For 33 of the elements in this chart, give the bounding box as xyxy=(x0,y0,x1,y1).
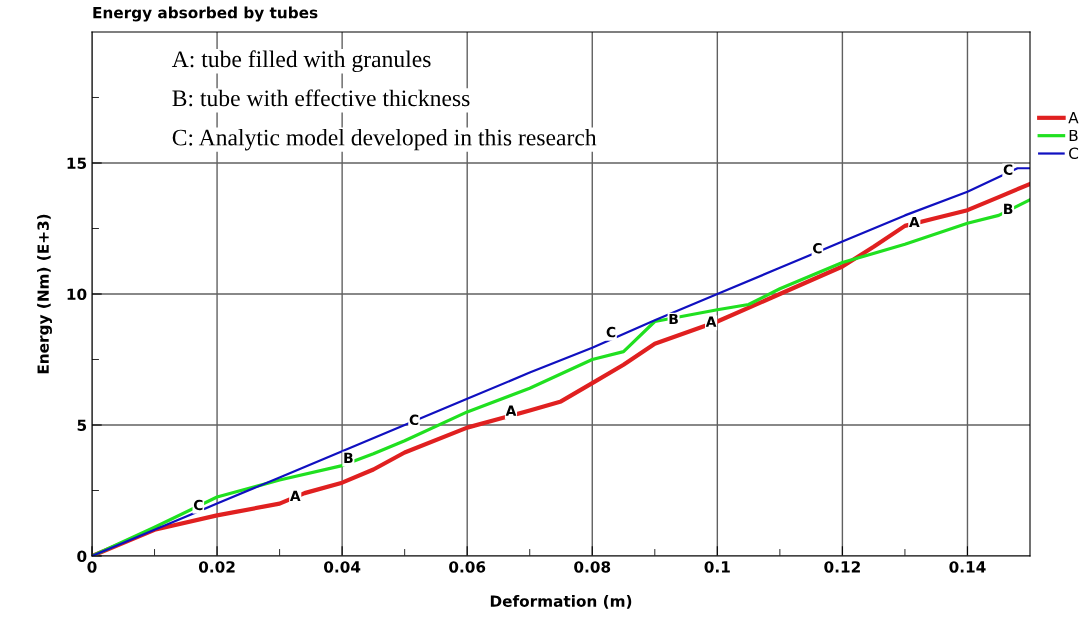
y-axis-title: Energy (Nm) (E+3) xyxy=(37,214,52,374)
legend-label: A xyxy=(1068,112,1079,124)
annotation: B xyxy=(344,452,353,463)
annotation: C xyxy=(1003,164,1013,175)
annotation: B: tube with effective thickness xyxy=(172,89,470,107)
chart-title: Energy absorbed by tubes xyxy=(93,6,318,22)
annotation: A xyxy=(289,490,301,501)
annotation: A: tube filled with granules xyxy=(171,50,431,73)
y-tick-label: 10 xyxy=(67,288,87,301)
x-tick-label: 0.02 xyxy=(198,561,235,573)
annotation: B xyxy=(1004,203,1013,214)
y-tick-label: 15 xyxy=(67,157,87,170)
x-tick-label: 0.14 xyxy=(949,561,986,573)
y-tick-label: 0 xyxy=(77,550,87,563)
x-axis-title: Deformation (m) xyxy=(490,595,632,609)
x-tick-label: 0.06 xyxy=(449,561,486,573)
x-tick-label: 0.12 xyxy=(824,561,860,573)
x-tick-label: 0 xyxy=(87,561,97,573)
x-tick-label: 0.1 xyxy=(704,561,730,573)
annotation: A xyxy=(505,405,517,416)
legend-label: B xyxy=(1069,129,1078,142)
annotation: B xyxy=(669,313,678,325)
legend-label: C xyxy=(1069,147,1079,160)
x-tick-label: 0.04 xyxy=(324,561,361,573)
annotation: A xyxy=(909,216,920,228)
x-tick-label: 0.08 xyxy=(574,561,611,573)
y-tick-label: 5 xyxy=(77,419,87,432)
annotation: C xyxy=(409,414,419,426)
annotation: C: Analytic model developed in this research xyxy=(172,128,597,151)
annotation: C xyxy=(606,326,616,338)
annotation: A xyxy=(705,316,717,327)
annotation: C xyxy=(812,242,822,254)
annotation: C xyxy=(193,499,203,511)
